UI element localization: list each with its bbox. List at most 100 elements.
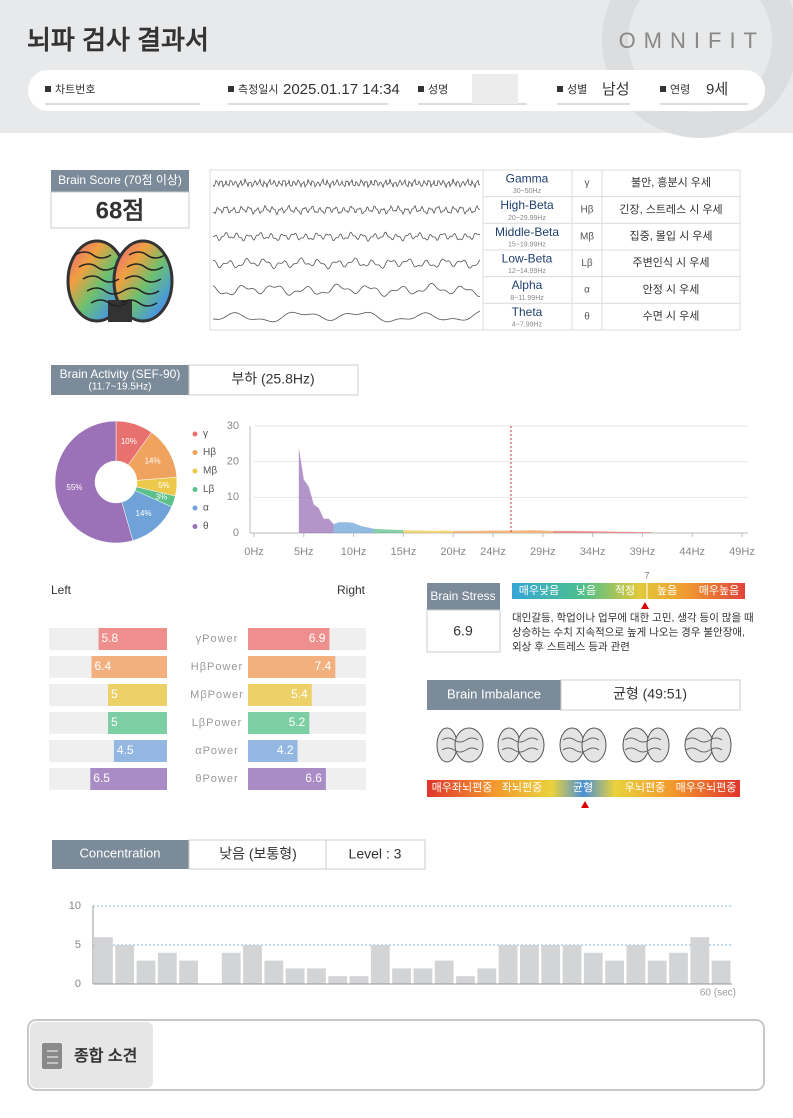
power-label: HβPower (191, 661, 243, 673)
brain-fold (74, 251, 112, 259)
wave-name: Gamma (506, 172, 549, 186)
spectrum-area (453, 530, 553, 533)
imbalance-pointer (581, 801, 589, 808)
activity-label-box (51, 365, 189, 395)
x-axis-label: 60 (sec) (700, 988, 736, 999)
table-cell (601, 249, 741, 278)
x-tick-label: 34Hz (580, 546, 606, 558)
imbalance-result-box (560, 679, 741, 711)
x-tick-label: 0Hz (244, 546, 264, 558)
field-label: 차트번호 (55, 83, 95, 96)
brain-fold (82, 275, 120, 283)
wave-range: 20~29.99Hz (508, 215, 546, 222)
x-tick-label: 29Hz (530, 546, 556, 558)
legend-label: α (203, 503, 209, 514)
concentration-bar (94, 937, 113, 984)
table-cell (482, 222, 573, 251)
stress-description: 대인갈등, 학업이나 업무에 대한 고민, 생각 등이 많을 때 (512, 611, 754, 624)
concentration-bar (370, 945, 390, 984)
wave-panel (209, 169, 484, 331)
left-value: 6.4 (94, 659, 111, 673)
legend-label: Mβ (203, 466, 217, 477)
concentration-result: 낮음 (보통형) (219, 846, 297, 862)
wave-range: 30~50Hz (513, 188, 542, 195)
wave-trace (212, 231, 481, 242)
report-title: 뇌파 검사 결과서 (27, 25, 209, 55)
imbalance-label-box (427, 680, 561, 710)
pie-label: 5% (158, 481, 170, 490)
stress-scale (512, 583, 745, 599)
activity-label: Brain Activity (SEF-90) (60, 367, 181, 381)
wave-description: 긴장, 스트레스 시 우세 (619, 203, 722, 216)
stress-tick: 7 (644, 570, 649, 580)
wave-range: 4~7.99Hz (512, 322, 543, 329)
stress-description: 외상 후 스트레스 등과 관련 (512, 641, 630, 653)
wave-name: Low-Beta (502, 252, 553, 266)
activity-result-box (188, 364, 359, 396)
left-value: 6.5 (93, 771, 110, 785)
concentration-bar (647, 960, 667, 984)
field-bullet (557, 86, 563, 92)
wave-symbol: α (584, 285, 590, 296)
wave-symbol: Lβ (581, 258, 593, 269)
right-header: Right (337, 583, 366, 597)
y-tick-label: 0 (75, 978, 81, 990)
wave-range: 15~19.99Hz (508, 242, 546, 249)
concentration-bar (307, 968, 326, 984)
imbalance-scale-label: 좌뇌편중 (502, 781, 542, 794)
stress-scale-label: 낮음 (576, 584, 596, 597)
concentration-label: Concentration (80, 845, 161, 860)
right-bar (248, 656, 336, 678)
spectrum-area (552, 530, 653, 533)
right-bar (248, 768, 326, 790)
brain-icon-fold (685, 737, 723, 753)
right-value: 5.4 (291, 687, 308, 701)
concentration-bar (328, 976, 348, 984)
wave-description: 불안, 흥분시 우세 (631, 175, 711, 189)
brain-icon-left (436, 727, 458, 763)
stress-scale-label: 매우낮음 (519, 584, 559, 597)
pie-label: 3% (156, 493, 168, 502)
spectrum-area (333, 522, 374, 533)
wave-trace (212, 310, 481, 323)
stress-scale-label: 높음 (657, 584, 677, 597)
y-tick-label: 5 (75, 939, 81, 951)
left-value: 5.8 (102, 631, 119, 645)
pie-label: 14% (136, 509, 152, 518)
field-value: 9세 (706, 81, 728, 98)
left-bar (113, 740, 167, 762)
left-value: 4.5 (117, 743, 134, 757)
stress-label: Brain Stress (430, 589, 495, 603)
concentration-bar (285, 968, 305, 984)
x-tick-label: 44Hz (679, 546, 705, 558)
power-label: θPower (195, 773, 238, 785)
score-value: 68점 (96, 197, 145, 224)
power-label: γPower (196, 633, 239, 645)
right-bar (248, 712, 310, 734)
concentration-bar (456, 976, 475, 984)
brain-icon-left (622, 727, 650, 763)
concentration-bar (690, 937, 710, 984)
score-value-box (50, 191, 190, 229)
stress-scale-label: 매우높음 (699, 584, 739, 597)
right-value: 6.9 (309, 631, 326, 645)
spectrum-area (403, 530, 454, 533)
redacted-name (472, 74, 518, 104)
pie-slice (54, 420, 134, 544)
concentration-bar (498, 945, 518, 984)
left-bar (91, 656, 167, 678)
legend-swatch (192, 487, 198, 492)
imbalance-scale-label: 매우우뇌편중 (676, 781, 737, 794)
wave-trace (213, 204, 481, 216)
wave-symbol: Hβ (581, 205, 594, 216)
concentration-bar (477, 968, 497, 984)
concentration-bar (413, 968, 433, 984)
header-logo-mark (602, 0, 793, 138)
concentration-bar (179, 960, 198, 984)
legend-swatch (192, 468, 198, 474)
brain-fold (78, 263, 116, 271)
concentration-bar (669, 952, 688, 984)
stress-pointer (641, 602, 649, 609)
brain-icon-right (454, 727, 484, 763)
table-cell (482, 276, 573, 304)
